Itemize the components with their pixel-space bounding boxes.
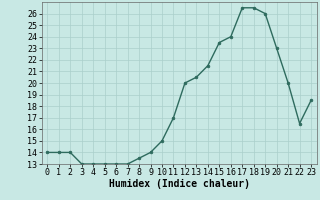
X-axis label: Humidex (Indice chaleur): Humidex (Indice chaleur) [109, 179, 250, 189]
